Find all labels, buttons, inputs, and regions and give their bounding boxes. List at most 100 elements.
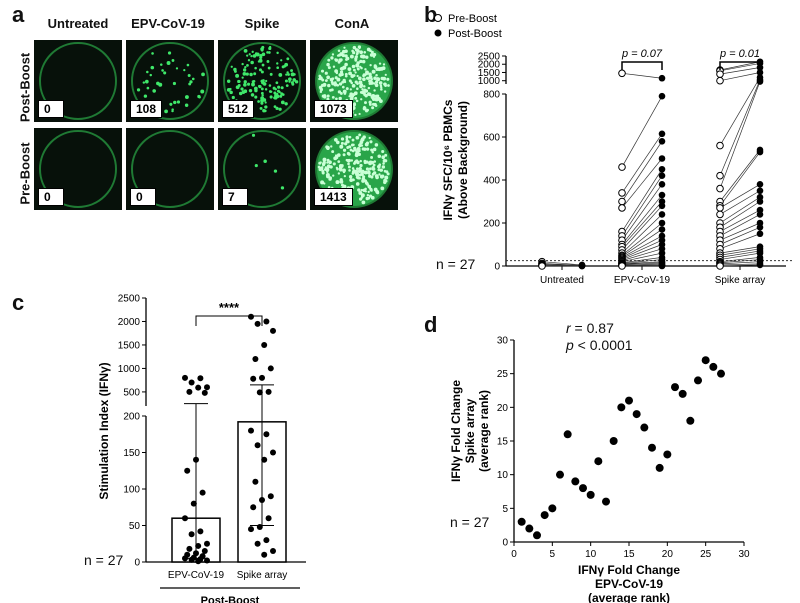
spot [359,159,362,163]
spot [363,179,367,182]
y-tick-label: 0 [134,558,140,569]
spot [245,72,249,76]
spot [361,88,364,91]
pair-line [621,133,663,194]
data-point [648,443,656,452]
spot [251,80,255,84]
y-axis-label: Spike array [463,398,477,463]
data-point [195,558,202,565]
spot [378,81,383,85]
spot [292,78,296,82]
spot [332,65,336,68]
spot [358,191,363,195]
data-point [195,384,202,391]
panel-letter-c: c [12,290,25,315]
spot [363,170,368,175]
spot [280,86,284,90]
data-point [556,470,564,479]
spot [324,166,328,169]
spot [176,100,181,104]
panel-letter-b: b [424,2,438,27]
spot [248,88,253,93]
p-value-annotation: p = 0.01 [719,48,760,60]
post-boost-point [756,69,764,76]
spot [346,151,351,156]
spot [229,90,233,95]
spot [343,174,346,178]
spot [146,70,149,74]
data-point [256,523,263,530]
spot [363,105,366,109]
well-post-untreated: 0 [34,40,122,122]
data-point [263,537,270,544]
spot [269,95,273,99]
spot [366,47,371,52]
y-axis-label-2: (Above Background) [456,101,470,219]
spot [360,188,363,192]
x-tick-label: 20 [662,549,674,560]
spot [264,88,268,91]
data-point [182,515,188,522]
spot [345,58,348,61]
column-header-untreated: Untreated [47,16,109,31]
spot [359,91,363,94]
spot [262,109,266,113]
spot [340,141,344,145]
spot [331,53,335,56]
well-rim [315,130,393,208]
spot [343,46,346,49]
spot [335,140,340,145]
spot [326,170,329,174]
spot [252,54,257,58]
spot [365,167,370,171]
spot [360,54,364,59]
y-tick-label: 20 [497,403,509,414]
spot [357,169,362,174]
well-post-cona: 1073 [310,40,398,122]
spot [358,46,361,50]
spot [242,72,247,76]
pair-line [621,248,663,261]
spot [339,144,344,149]
y-axis-label: (average rank) [477,390,491,472]
data-point [270,327,276,334]
spot [253,72,257,76]
spot [379,168,383,172]
spot [278,73,283,77]
y-tick-label: 15 [497,437,509,448]
data-point [694,376,702,385]
data-point [201,548,208,555]
spot [364,68,367,71]
spot [250,93,255,97]
y-tick-label: 200 [123,412,140,423]
spot [371,172,375,176]
spot [248,53,251,56]
data-point [248,427,254,434]
row-header-post-boost: Post-Boost [17,52,33,123]
spot [191,77,195,81]
spot [326,161,329,164]
spot [363,85,366,88]
spot [171,109,174,113]
x-axis-label: EPV-CoV-19 [595,577,663,591]
spot [323,168,327,171]
pre-boost-point [618,69,626,78]
spot [375,79,379,83]
well-count: 108 [130,100,163,118]
data-point [190,500,197,507]
spot [280,59,283,62]
well-count: 1413 [314,188,353,206]
spot [384,84,387,88]
post-boost-point [658,211,666,218]
y-tick-label: 2000 [478,60,501,71]
spot [254,164,258,168]
spot [378,173,381,176]
y-tick-label: 10 [497,470,509,481]
spot [342,148,347,152]
spot [386,77,390,81]
spot [361,200,366,205]
spot [356,74,359,78]
spot [184,95,189,100]
data-point [525,524,534,533]
data-point [270,548,276,555]
